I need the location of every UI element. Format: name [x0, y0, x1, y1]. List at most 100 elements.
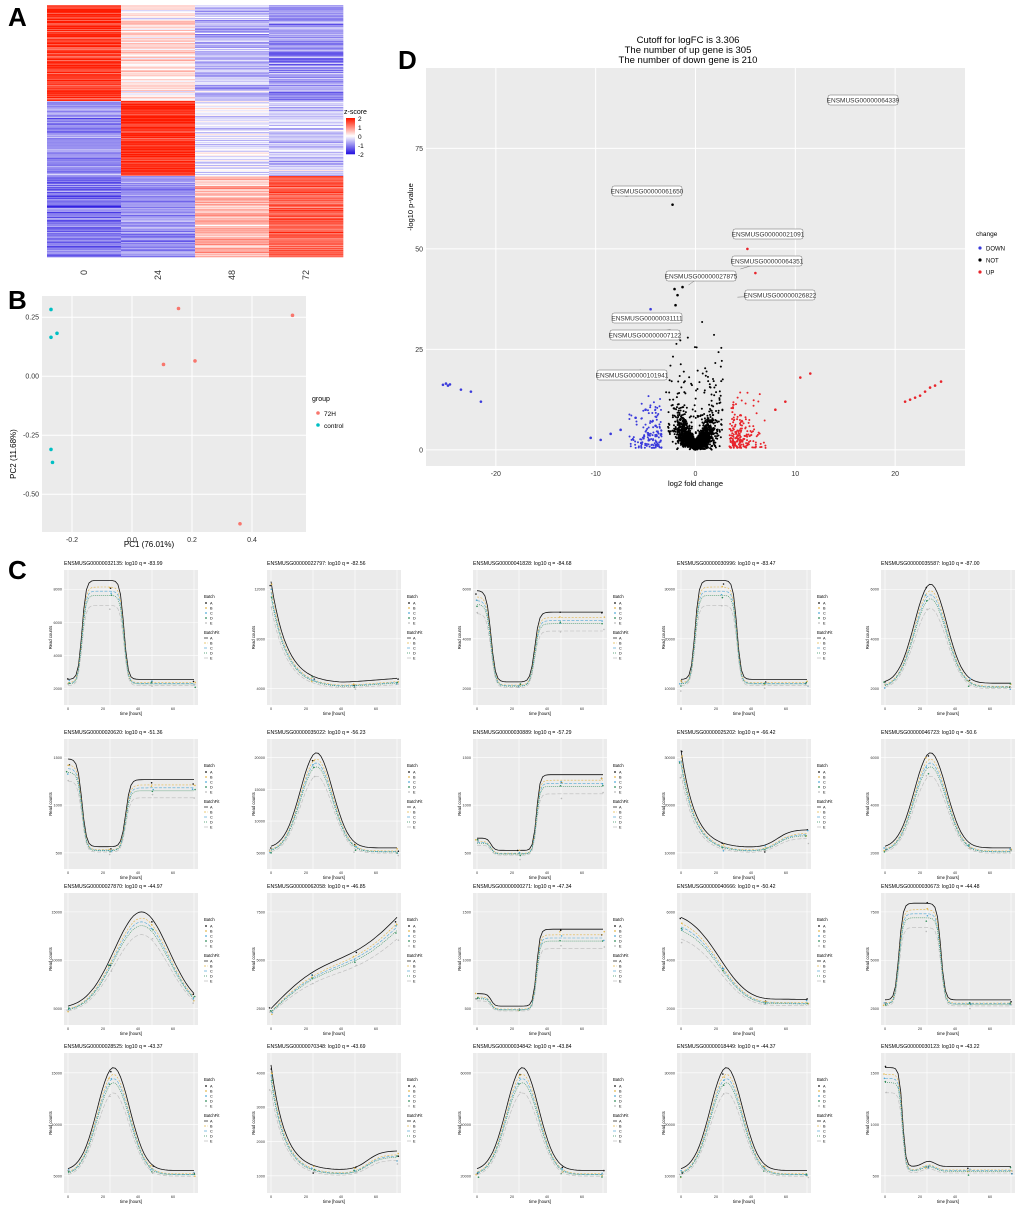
data-point [601, 612, 603, 614]
not-points-cloud [665, 320, 724, 451]
not-point [704, 374, 707, 377]
heatmap-cell [121, 154, 196, 156]
legend-label: A [210, 960, 213, 964]
heatmap-cell [47, 125, 122, 127]
heatmap-cell [269, 229, 344, 231]
heatmap-cell [269, 243, 344, 245]
not-point [704, 367, 707, 370]
heatmap-cell [47, 65, 122, 67]
down-point [628, 435, 631, 438]
legend-label: A [823, 925, 826, 929]
heatmap-cell [195, 27, 270, 29]
legend-key [818, 1085, 820, 1087]
legend-key [818, 930, 820, 932]
y-tick-label: -0.25 [23, 433, 39, 440]
data-point [354, 844, 357, 846]
heatmap-cell [47, 12, 122, 14]
heatmap-cell [195, 34, 270, 36]
data-point [723, 1076, 726, 1078]
data-point [559, 929, 562, 931]
heatmap-cell [269, 57, 344, 59]
heatmap-cell [47, 111, 122, 113]
heatmap-cell [47, 79, 122, 81]
heatmap-cell [47, 159, 122, 161]
up-point [729, 422, 732, 425]
data-point [312, 766, 315, 769]
heatmap-cell [195, 182, 270, 184]
legend-label: A [619, 1120, 622, 1124]
heatmap-cell [121, 89, 196, 91]
down-point [654, 446, 657, 449]
not-point [714, 441, 717, 444]
heatmap-cell [269, 52, 344, 54]
not-point [714, 419, 717, 422]
heatmap-cell [269, 39, 344, 41]
y-tick-label: 4000 [257, 687, 265, 691]
heatmap-cell [269, 16, 344, 18]
heatmap-cell [195, 233, 270, 235]
heatmap-cell [269, 38, 344, 40]
not-highlight-point [674, 303, 677, 307]
down-point [660, 408, 663, 411]
fit-line [680, 1078, 807, 1175]
not-point [684, 427, 687, 430]
not-point [678, 413, 681, 416]
heatmap-cell [121, 145, 196, 147]
down-point [654, 405, 657, 408]
y-tick-label: 4000 [871, 637, 879, 641]
legend-key [205, 1100, 207, 1102]
heatmap-cell [269, 201, 344, 203]
heatmap-cell [269, 218, 344, 220]
not-point [704, 421, 707, 424]
legend-label: D [619, 786, 622, 790]
timecourse-title: ENSMUSG00000028525: log10 q = -43.37 [64, 1044, 163, 1050]
data-point [603, 628, 605, 631]
up-point [737, 430, 740, 433]
not-point [702, 424, 705, 427]
plot-panel [677, 1053, 811, 1193]
heatmap-cell [269, 47, 344, 49]
y-tick-label: 2000 [463, 687, 471, 691]
down-highlight-point [446, 384, 450, 387]
heatmap-cell [269, 120, 344, 122]
heatmap-cell [269, 86, 344, 88]
y-axis-label: Read counts [661, 792, 666, 816]
data-point [270, 583, 273, 586]
heatmap-cell [121, 253, 196, 255]
not-point [685, 424, 688, 427]
down-point [648, 445, 651, 448]
legend-title: group [312, 396, 330, 403]
not-point [694, 397, 697, 400]
heatmap-cell [47, 202, 122, 204]
fit-line [270, 1090, 398, 1176]
heatmap-cell [47, 240, 122, 242]
heatmap-cell [195, 165, 270, 167]
not-point [691, 435, 694, 438]
not-point [712, 380, 715, 383]
heatmap-cell [121, 205, 196, 207]
heatmap-cell [121, 231, 196, 233]
heatmap-cell [195, 73, 270, 75]
heatmap-cell [269, 173, 344, 175]
legend-label: B [619, 965, 622, 969]
not-point [689, 432, 692, 435]
heatmap-cell [269, 101, 344, 103]
data-point [476, 839, 479, 841]
heatmap-cell [47, 72, 122, 74]
up-point [728, 427, 731, 430]
heatmap-cell [269, 99, 344, 101]
not-point [671, 414, 674, 417]
not-point [712, 378, 715, 381]
heatmap-cell [269, 143, 344, 145]
fit-line [476, 1092, 603, 1177]
x-tick-label: 0 [67, 1027, 69, 1031]
heatmap-cell [121, 27, 196, 29]
data-point [395, 683, 398, 685]
legend-label: C [823, 1095, 826, 1099]
heatmap-cell [47, 196, 122, 198]
heatmap-cell [121, 239, 196, 241]
heatmap-column-label: 72 [301, 270, 311, 280]
down-point [636, 441, 639, 444]
x-tick-label: 40 [136, 871, 140, 875]
heatmap-cell [269, 43, 344, 45]
